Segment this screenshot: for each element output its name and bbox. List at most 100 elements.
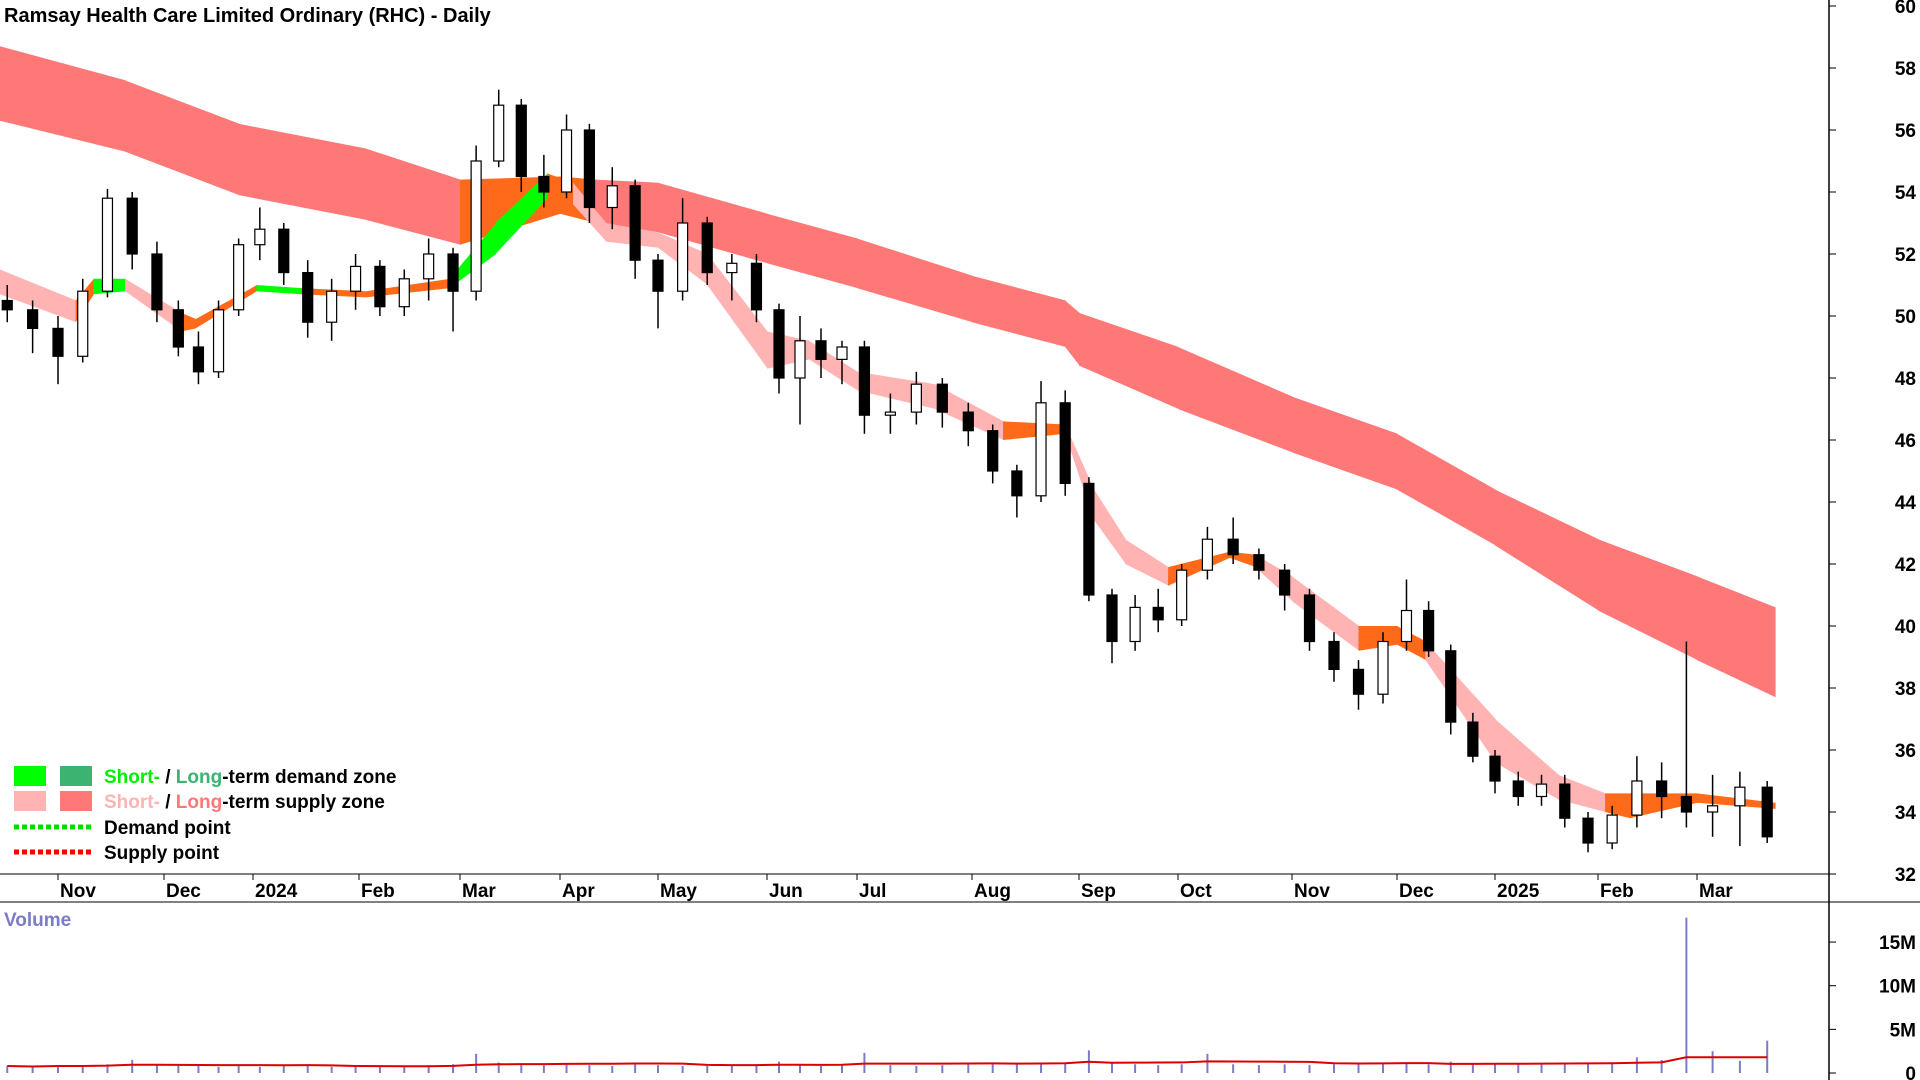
candle-down bbox=[374, 265, 386, 308]
candle-up bbox=[1706, 805, 1719, 813]
legend-demand-zone: Short- / Long-term demand zone bbox=[104, 767, 396, 788]
legend-swatch-short-demand bbox=[14, 766, 46, 786]
candle-up bbox=[910, 383, 922, 413]
long-term-zone-segment bbox=[1178, 347, 1293, 453]
long-term-zone-segment bbox=[767, 213, 858, 289]
short-term-zone-segment bbox=[1125, 539, 1169, 586]
candle-down bbox=[1423, 609, 1435, 652]
candle-down bbox=[1512, 780, 1524, 798]
legend-supply-zone: Short- / Long-term supply zone bbox=[104, 792, 385, 813]
candle-up bbox=[1377, 640, 1389, 695]
candle-down bbox=[1761, 786, 1773, 838]
short-term-zone-segment bbox=[195, 285, 258, 329]
y-tick-label: 48 bbox=[1895, 369, 1916, 390]
x-tick-label: Mar bbox=[462, 881, 496, 902]
candle-up bbox=[560, 129, 573, 193]
legend-swatch-short-supply bbox=[14, 791, 46, 811]
long-term-zone-segment bbox=[0, 46, 126, 152]
candle-down bbox=[1582, 817, 1594, 844]
y-tick-label: 46 bbox=[1895, 431, 1916, 452]
candle-down bbox=[858, 346, 871, 416]
candle-up bbox=[606, 185, 618, 209]
candle-up bbox=[349, 265, 362, 292]
candle-up bbox=[1400, 609, 1413, 643]
volume-tick-label: 15M bbox=[1879, 933, 1916, 954]
candle-down bbox=[52, 327, 64, 357]
zones-layer bbox=[0, 46, 1776, 819]
candle-down bbox=[1303, 594, 1316, 643]
candle-up bbox=[1631, 780, 1643, 816]
legend-demand-long: Long bbox=[176, 767, 222, 788]
short-term-zone-segment bbox=[707, 254, 768, 369]
candle-down bbox=[1445, 650, 1457, 723]
candle-up bbox=[1535, 783, 1548, 798]
candle-down bbox=[1467, 721, 1479, 757]
candle-up bbox=[726, 262, 738, 274]
short-term-zone-segment bbox=[0, 269, 77, 323]
candle-up bbox=[1201, 538, 1214, 571]
candle-down bbox=[192, 346, 205, 373]
y-tick-label: 34 bbox=[1895, 803, 1917, 824]
short-term-zone-segment bbox=[1495, 719, 1559, 800]
short-term-zone-segment bbox=[1092, 486, 1126, 564]
volume-tick-label: 5M bbox=[1890, 1020, 1916, 1041]
y-axis-ticks: 60 58 56 54 52 50 48 46 44 42 40 38 36 34 32 bbox=[1829, 0, 1916, 886]
long-term-zone-segment bbox=[1065, 300, 1080, 366]
candle-down bbox=[1680, 795, 1692, 813]
short-term-zone-segment bbox=[1229, 551, 1256, 568]
x-tick-label: Feb bbox=[1600, 881, 1634, 902]
candles-layer bbox=[1, 89, 1773, 853]
candle-down bbox=[1489, 755, 1501, 782]
long-term-zone-segment bbox=[1495, 489, 1599, 611]
candle-down bbox=[1011, 470, 1023, 497]
legend-swatch-long-demand bbox=[60, 766, 92, 786]
candle-down bbox=[1253, 554, 1265, 571]
y-tick-label: 50 bbox=[1895, 307, 1916, 328]
candle-down bbox=[1083, 482, 1095, 596]
x-tick-label: Feb bbox=[361, 881, 395, 902]
candle-up bbox=[1606, 814, 1618, 844]
x-axis-ticks: Nov Dec 2024 Feb Mar Apr May Jun Jul Aug Sep Oct Nov… bbox=[57, 874, 1733, 902]
candle-up bbox=[1035, 402, 1047, 497]
candle-down bbox=[750, 262, 763, 311]
x-tick-label: Apr bbox=[562, 881, 595, 902]
volume-tick-label: 10M bbox=[1879, 977, 1916, 998]
long-term-zone-segment bbox=[1292, 396, 1398, 490]
y-tick-label: 52 bbox=[1895, 245, 1916, 266]
y-tick-label: 40 bbox=[1895, 617, 1916, 638]
short-term-zone-segment bbox=[1629, 793, 1698, 819]
volume-axis-ticks: 15M 10M 5M 0 bbox=[1829, 933, 1916, 1080]
x-tick-label: Oct bbox=[1180, 881, 1212, 902]
candle-up bbox=[794, 340, 806, 379]
volume-moving-average-line bbox=[7, 1056, 1768, 1068]
candle-up bbox=[233, 244, 245, 311]
y-tick-label: 42 bbox=[1895, 555, 1916, 576]
volume-title: Volume bbox=[4, 910, 71, 931]
short-term-zone-segment bbox=[181, 312, 197, 332]
candle-down bbox=[629, 185, 641, 261]
candle-down bbox=[538, 175, 550, 193]
y-tick-label: 54 bbox=[1895, 183, 1917, 204]
short-term-zone-segment bbox=[1605, 793, 1631, 819]
long-term-zone-segment bbox=[1598, 539, 1698, 661]
candle-down bbox=[1656, 780, 1668, 798]
legend-demand-rest: -term demand zone bbox=[222, 767, 396, 788]
long-term-zone-segment bbox=[1397, 433, 1496, 546]
x-tick-label: Dec bbox=[1399, 881, 1434, 902]
x-tick-label: Aug bbox=[974, 881, 1011, 902]
candle-down bbox=[583, 129, 596, 209]
candle-up bbox=[493, 104, 505, 162]
candle-down bbox=[1, 299, 13, 311]
x-tick-label: Nov bbox=[60, 881, 96, 902]
y-tick-label: 44 bbox=[1895, 493, 1917, 514]
candle-down bbox=[172, 309, 184, 348]
legend-supply-point: Supply point bbox=[104, 843, 220, 864]
legend-supply-long: Long bbox=[176, 792, 222, 813]
short-term-zone-segment bbox=[1003, 421, 1066, 440]
candle-down bbox=[773, 309, 785, 379]
long-term-zone-segment bbox=[1697, 576, 1776, 698]
candle-up bbox=[884, 411, 896, 416]
candle-up bbox=[1129, 606, 1141, 643]
candle-down bbox=[278, 228, 290, 274]
